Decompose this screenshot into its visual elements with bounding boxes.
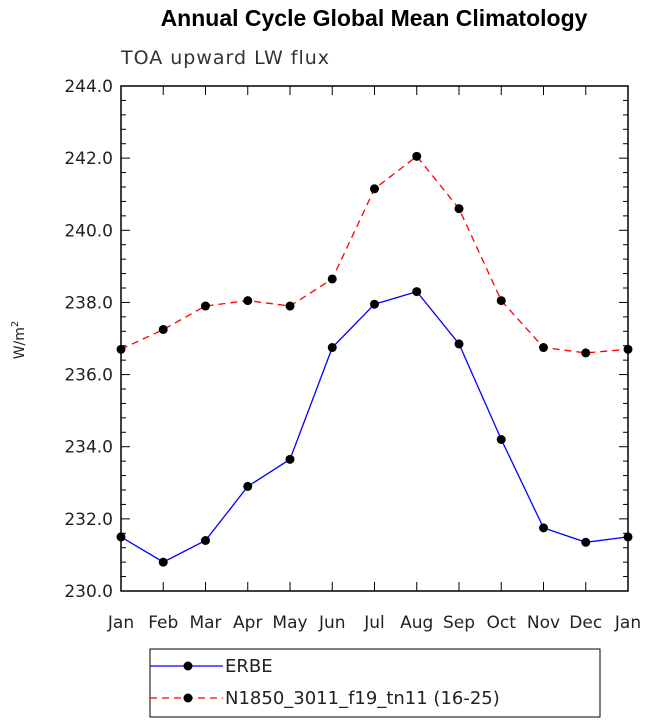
legend-marker-erbe (183, 661, 193, 671)
legend-box (149, 648, 601, 718)
x-tick-label: Apr (233, 613, 262, 633)
data-point-s0-4 (285, 454, 295, 464)
legend: ERBE N1850_3011_f19_tn11 (16-25) (149, 648, 601, 718)
plot-frame (120, 85, 629, 592)
data-point-s1-11 (581, 348, 591, 358)
data-point-s0-5 (327, 343, 337, 353)
data-point-s1-1 (158, 324, 168, 334)
data-point-s0-8 (454, 339, 464, 349)
data-point-s0-7 (412, 287, 422, 297)
axis-ticks: 230.0 232.0 234.0 236.0 238.0 240.0 242.0 244.0… (64, 77, 641, 633)
chart-title: Annual Cycle Global Mean Climatology (161, 5, 588, 31)
series-line-0 (120, 290, 629, 563)
data-point-s0-1 (158, 557, 168, 567)
x-tick-label: Dec (569, 613, 602, 633)
data-point-s1-9 (496, 296, 506, 306)
y-tick-label: 230.0 (64, 582, 113, 602)
data-point-s0-2 (201, 536, 210, 545)
x-tick-label: Sep (443, 613, 475, 633)
data-point-s0-11 (581, 537, 591, 547)
data-point-s1-2 (201, 301, 210, 311)
x-tick-label: Oct (487, 613, 517, 633)
legend-label-erbe: ERBE (225, 656, 273, 677)
y-tick-label: 238.0 (64, 293, 113, 313)
data-point-s1-6 (370, 184, 379, 194)
data-point-s1-8 (454, 204, 464, 214)
data-point-s1-10 (539, 343, 548, 353)
y-axis-label-superscript: 2 (10, 321, 21, 327)
x-tick-label: Feb (148, 613, 178, 633)
y-tick-label: 236.0 (64, 366, 113, 386)
legend-label-model: N1850_3011_f19_tn11 (16-25) (225, 688, 500, 709)
series-layer (116, 151, 633, 567)
data-point-s1-7 (412, 151, 422, 161)
chart-subtitle: TOA upward LW flux (120, 47, 330, 69)
data-point-s0-3 (243, 481, 253, 491)
y-tick-label: 244.0 (64, 77, 113, 97)
y-tick-label: 234.0 (64, 438, 113, 458)
x-tick-label: May (272, 613, 307, 633)
x-tick-label: Jun (318, 613, 346, 633)
y-axis-label-text: W/m (12, 327, 28, 359)
y-tick-label: 240.0 (64, 221, 113, 241)
data-point-s1-4 (285, 301, 295, 311)
data-point-s0-6 (370, 299, 379, 309)
legend-marker-model (183, 693, 193, 703)
x-tick-label: Jan (614, 613, 641, 633)
y-tick-label: 232.0 (64, 510, 113, 530)
data-point-s0-10 (539, 523, 548, 533)
x-tick-label: Jan (107, 613, 134, 633)
x-tick-label: Jul (363, 613, 385, 633)
x-tick-label: Mar (189, 613, 221, 633)
x-tick-label: Nov (527, 613, 560, 633)
x-tick-label: Aug (400, 613, 433, 633)
data-point-s0-9 (496, 435, 506, 444)
data-point-s1-3 (243, 296, 253, 306)
y-axis-label: W/m2 (10, 321, 28, 360)
y-tick-label: 242.0 (64, 149, 113, 169)
data-point-s1-5 (327, 274, 337, 284)
